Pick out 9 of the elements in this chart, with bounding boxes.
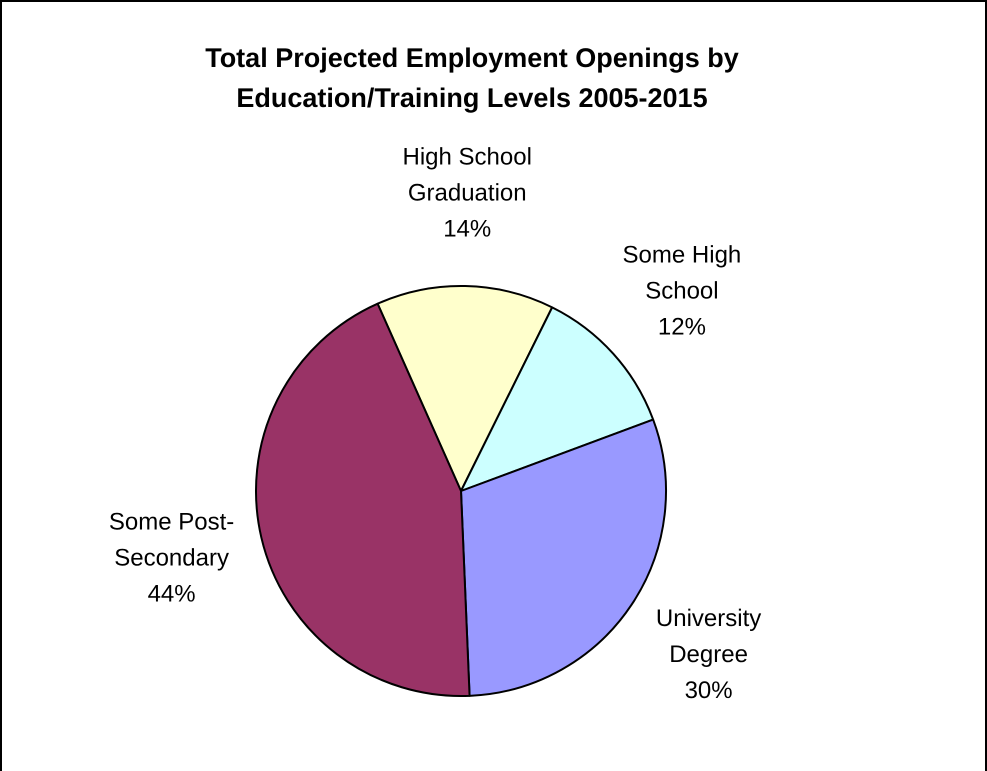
data-label: 14%	[443, 215, 492, 242]
data-label: 12%	[658, 314, 706, 341]
slice-label: High School Graduation	[402, 143, 532, 206]
data-label: 44%	[148, 580, 196, 608]
data-label: 30%	[684, 677, 733, 704]
slice-label: University Degree	[656, 605, 762, 668]
slice-label: Some Post-Secondary	[108, 508, 234, 572]
slice-label: Some High School	[622, 242, 742, 305]
chart-title: Total Projected Employment Openings by Education/Training Levels 2005-2015	[204, 42, 740, 115]
